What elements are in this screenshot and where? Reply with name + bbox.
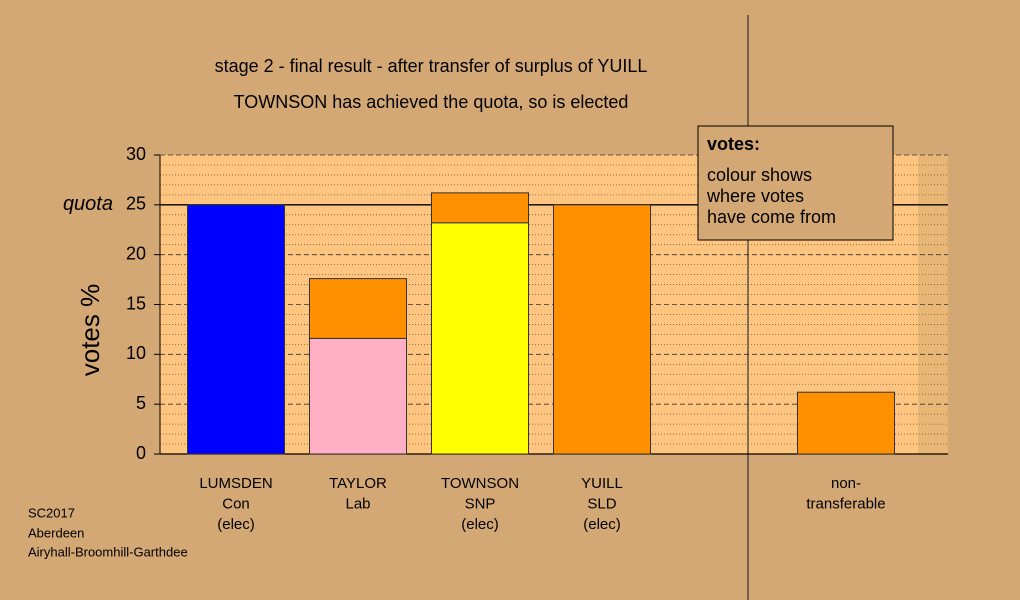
quota-label: quota: [63, 193, 113, 215]
y-tick-label: 30: [126, 144, 146, 164]
plot: 0 5 10 15 20 25 30 quota LUMSDEN Con (elec) TAYLOR L…: [63, 144, 948, 533]
x-tick-label: YUILL: [581, 475, 623, 492]
chart-title: stage 2 - final result - after transfer …: [215, 56, 648, 76]
note-line: colour shows: [707, 165, 812, 185]
chart-subtitle: TOWNSON has achieved the quota, so is el…: [234, 92, 629, 112]
x-tick-label: transferable: [806, 495, 885, 512]
footer-line: SC2017: [28, 505, 75, 520]
x-tick-label: LUMSDEN: [199, 475, 272, 492]
y-tick-label: 0: [136, 443, 146, 463]
y-tick-label: 15: [126, 293, 146, 313]
bar-segment: [431, 192, 529, 224]
y-tick-label: 25: [126, 194, 146, 214]
bar-segment: [553, 204, 651, 455]
footer-line: Airyhall-Broomhill-Garthdee: [28, 544, 188, 559]
y-tick-label: 5: [136, 393, 146, 413]
bar-segment: [797, 391, 895, 455]
x-tick-label: SLD: [587, 495, 616, 512]
bar-segment: [309, 278, 407, 339]
note-line: where votes: [706, 186, 804, 206]
note-line: have come from: [707, 207, 836, 227]
x-tick-label: TOWNSON: [441, 475, 519, 492]
x-tick-label: Con: [222, 495, 250, 512]
bar-segment: [187, 204, 285, 455]
bar-segment: [309, 337, 407, 455]
x-tick-label: (elec): [583, 516, 621, 533]
y-tick-label: 20: [126, 243, 146, 263]
y-axis-label: votes %: [75, 284, 105, 377]
note-heading: votes:: [707, 134, 760, 154]
x-tick-label: (elec): [461, 516, 499, 533]
note-box: [697, 125, 894, 241]
footer-line: Aberdeen: [28, 525, 84, 540]
x-tick-label: non-: [831, 475, 861, 492]
x-tick-label: Lab: [345, 495, 370, 512]
y-tick-label: 10: [126, 343, 146, 363]
x-tick-label: (elec): [217, 516, 255, 533]
x-tick-label: TAYLOR: [329, 475, 387, 492]
x-tick-label: SNP: [465, 495, 496, 512]
bar-segment: [431, 222, 529, 455]
